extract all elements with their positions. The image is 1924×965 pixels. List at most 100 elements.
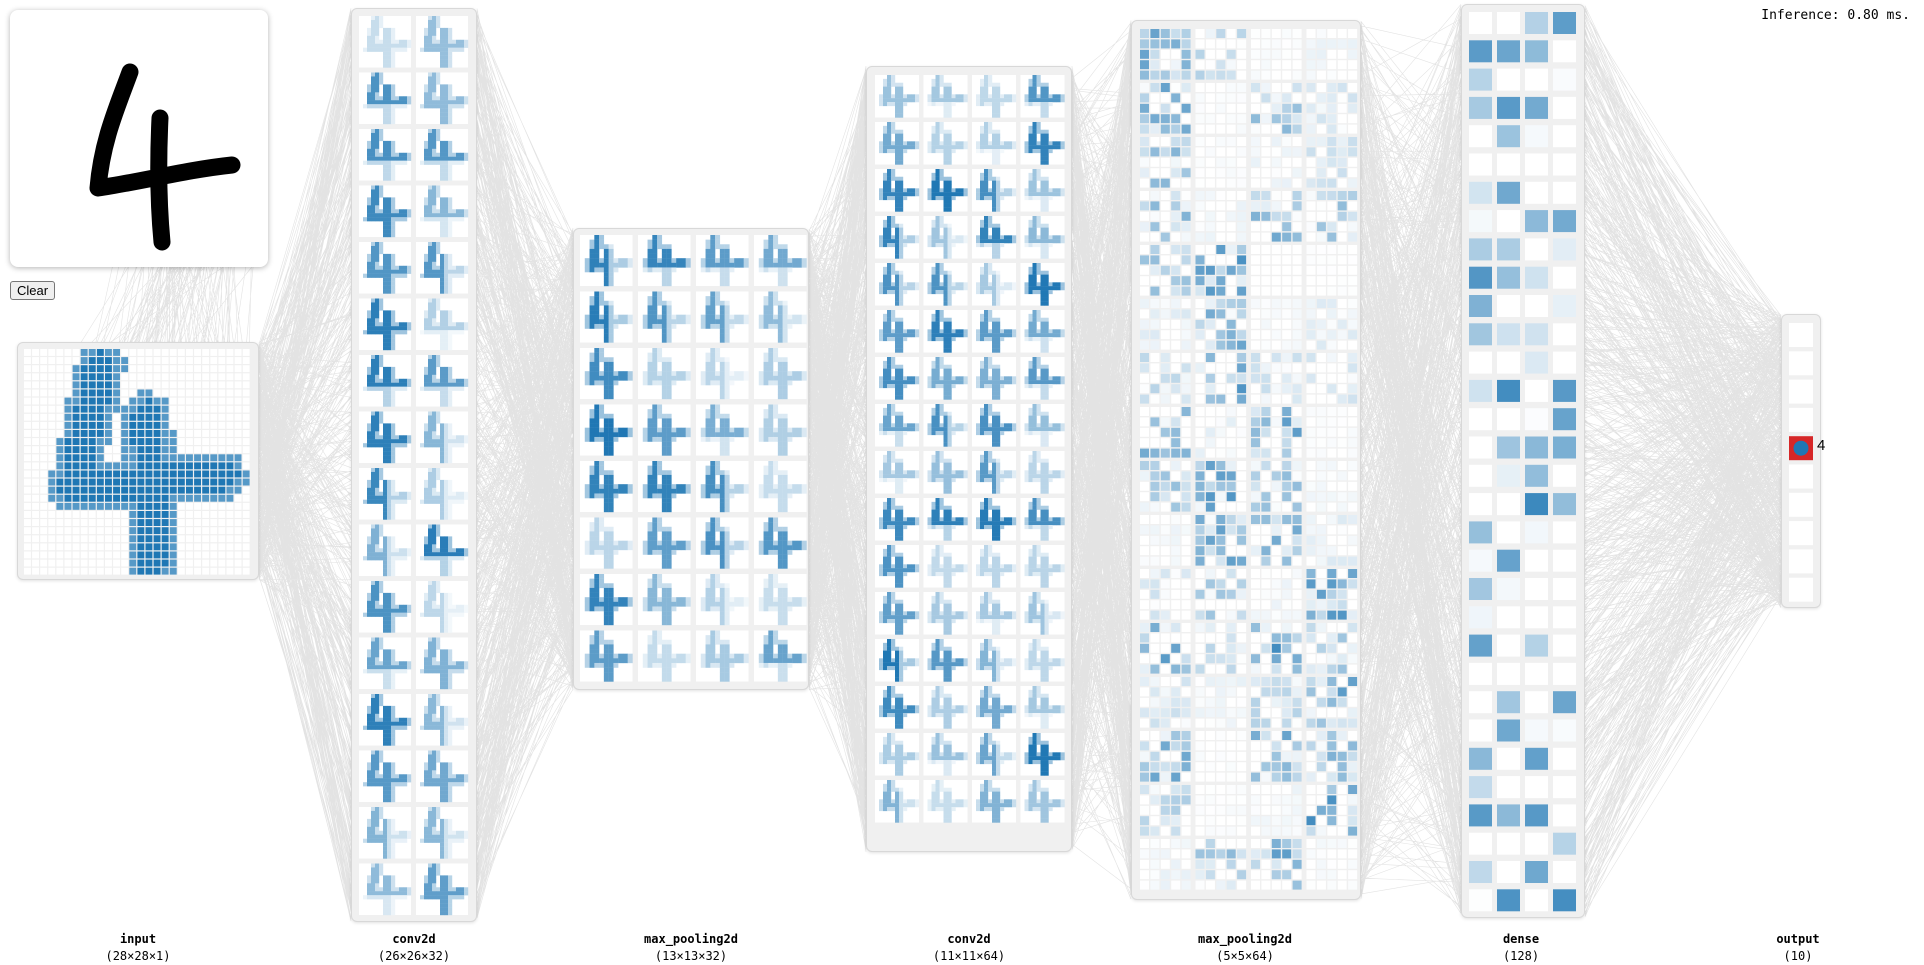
- input-pixel: [113, 381, 120, 389]
- input-pixel: [72, 543, 80, 551]
- input-pixel: [242, 357, 250, 364]
- input-pixel: [72, 567, 80, 575]
- input-pixel: [64, 502, 72, 510]
- input-pixel: [234, 430, 242, 437]
- output-unit: [1789, 379, 1813, 404]
- input-pixel: [121, 405, 129, 413]
- input-pixel: [24, 357, 31, 364]
- input-pixel: [40, 349, 48, 356]
- dense-unit: [1469, 521, 1492, 544]
- input-pixel: [242, 381, 250, 389]
- input-pixel: [32, 405, 39, 413]
- input-pixel: [88, 527, 96, 535]
- input-pixel: [161, 567, 169, 575]
- input-pixel: [48, 535, 56, 543]
- input-pixel: [194, 551, 201, 559]
- drawing-canvas[interactable]: 4: [10, 10, 268, 267]
- input-pixel: [218, 470, 226, 478]
- input-pixel: [40, 397, 48, 405]
- input-pixel: [80, 462, 88, 470]
- input-pixel: [88, 462, 96, 470]
- input-pixel: [210, 454, 218, 462]
- dense-unit: [1497, 181, 1520, 204]
- dense-unit: [1553, 662, 1576, 685]
- input-pixel: [218, 486, 226, 494]
- input-pixel: [105, 470, 112, 478]
- dense-unit: [1525, 776, 1548, 799]
- input-pixel: [48, 454, 56, 462]
- input-pixel: [194, 511, 201, 518]
- input-pixel: [177, 373, 185, 381]
- input-pixel: [137, 454, 145, 462]
- dense-unit: [1497, 68, 1520, 91]
- input-pixel: [113, 494, 120, 502]
- input-pixel: [56, 397, 64, 405]
- input-pixel: [129, 502, 137, 510]
- input-pixel: [161, 381, 169, 389]
- input-pixel: [177, 543, 185, 551]
- dense-unit: [1469, 464, 1492, 487]
- input-pixel: [56, 511, 64, 518]
- input-pixel: [88, 519, 96, 526]
- input-pixel: [137, 551, 145, 559]
- input-pixel-grid: [24, 349, 250, 575]
- dense-unit: [1497, 747, 1520, 770]
- input-pixel: [161, 486, 169, 494]
- input-pixel: [24, 511, 31, 518]
- dense-unit: [1469, 634, 1492, 657]
- input-pixel: [32, 454, 39, 462]
- input-pixel: [105, 413, 112, 421]
- input-pixel: [226, 373, 234, 381]
- input-pixel: [153, 462, 161, 470]
- input-pixel: [169, 373, 177, 381]
- input-pixel: [137, 373, 145, 381]
- input-pixel: [226, 527, 234, 535]
- input-pixel: [96, 519, 104, 526]
- input-pixel: [129, 551, 137, 559]
- input-pixel: [226, 365, 234, 373]
- input-pixel: [113, 357, 120, 364]
- input-pixel: [113, 438, 120, 445]
- input-pixel: [137, 405, 145, 413]
- input-pixel: [169, 559, 177, 567]
- input-pixel: [177, 511, 185, 518]
- input-pixel: [56, 567, 64, 575]
- input-pixel: [194, 373, 201, 381]
- input-pixel: [105, 405, 112, 413]
- layer-name: conv2d: [392, 932, 436, 946]
- input-pixel: [96, 389, 104, 397]
- input-pixel: [72, 486, 80, 494]
- input-pixel: [210, 527, 218, 535]
- dense-unit: [1553, 210, 1576, 233]
- input-pixel: [218, 397, 226, 405]
- input-pixel: [177, 405, 185, 413]
- dense-unit: [1553, 266, 1576, 289]
- input-pixel: [145, 567, 153, 575]
- dense-unit: [1553, 776, 1576, 799]
- input-pixel: [153, 421, 161, 429]
- input-pixel: [202, 446, 210, 454]
- input-pixel: [234, 502, 242, 510]
- input-pixel: [161, 502, 169, 510]
- input-pixel: [242, 478, 250, 486]
- dense-unit: [1497, 861, 1520, 883]
- input-pixel: [218, 551, 226, 559]
- clear-button[interactable]: Clear: [10, 281, 56, 300]
- layer-conv2d-2-panel: [866, 66, 1072, 852]
- input-pixel: [32, 519, 39, 526]
- input-pixel: [121, 527, 129, 535]
- input-pixel: [226, 381, 234, 389]
- input-pixel: [153, 397, 161, 405]
- input-pixel: [121, 446, 129, 454]
- input-pixel: [169, 389, 177, 397]
- input-pixel: [24, 559, 31, 567]
- dense-unit: [1553, 521, 1576, 544]
- dense-unit: [1469, 210, 1492, 233]
- input-pixel: [234, 559, 242, 567]
- input-pixel: [88, 365, 96, 373]
- input-pixel: [88, 421, 96, 429]
- dense-unit: [1525, 493, 1548, 516]
- layer-dense-panel: [1461, 4, 1585, 918]
- input-pixel: [145, 373, 153, 381]
- dense-unit: [1469, 832, 1492, 855]
